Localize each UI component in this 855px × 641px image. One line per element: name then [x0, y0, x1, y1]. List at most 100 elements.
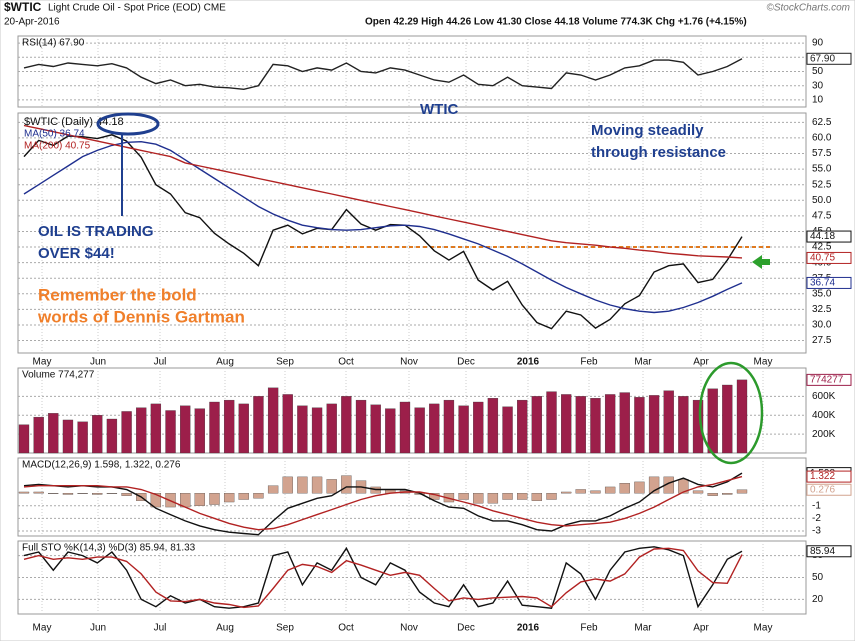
last-value-label: 67.90 [810, 53, 835, 64]
volume-circle [698, 361, 764, 465]
bar [297, 405, 308, 454]
bar [663, 390, 674, 454]
bar [590, 490, 601, 494]
bar [429, 403, 440, 454]
x-tick-label: Apr [693, 357, 709, 368]
y-tick-label: 20 [812, 594, 824, 605]
bar [678, 396, 689, 454]
bar [634, 481, 645, 494]
bar [546, 493, 557, 500]
x-tick-label: Sep [276, 357, 294, 368]
bar [238, 493, 249, 500]
bar [399, 401, 411, 454]
bar [341, 396, 352, 454]
y-tick-label: 57.5 [812, 148, 832, 159]
bar [180, 405, 191, 454]
bar [722, 493, 733, 495]
last-value-label: 40.75 [810, 253, 835, 264]
bar [121, 411, 132, 454]
bar [326, 479, 337, 494]
bar [370, 404, 381, 454]
bar [604, 394, 616, 454]
bar [341, 475, 352, 494]
bar [282, 394, 293, 454]
panel-title: Full STO %K(14,3) %D(3) 85.94, 81.33 [22, 543, 196, 554]
x-tick-label: Nov [400, 623, 418, 634]
last-value-box [806, 52, 852, 65]
line [23, 475, 743, 531]
bar [165, 410, 176, 454]
bar [33, 491, 44, 494]
x-tick-label: Feb [580, 623, 598, 634]
x-tick-label: Jun [90, 357, 106, 368]
y-tick-label: 50 [812, 66, 824, 77]
bar [223, 399, 235, 454]
bar [33, 416, 44, 454]
panel-title: Volume 774,277 [22, 370, 95, 381]
annotation: WTIC [420, 101, 458, 118]
bar [62, 419, 74, 454]
bar [18, 424, 30, 454]
bar [355, 399, 367, 454]
bar [385, 408, 396, 454]
x-tick-label: Nov [400, 357, 418, 368]
decorations [96, 112, 770, 465]
bar [736, 379, 748, 454]
bar [502, 406, 513, 454]
y-tick-label: 60.0 [812, 133, 832, 144]
bar [297, 476, 308, 494]
bar [62, 493, 74, 495]
panel-frame [17, 367, 807, 454]
bar [253, 493, 264, 499]
bar [722, 384, 733, 454]
instrument-name: Light Crude Oil - Spot Price (EOD) CME [48, 3, 226, 14]
last-value-label: 44.18 [810, 231, 835, 242]
annotation: OVER $44! [38, 245, 115, 262]
bar [326, 403, 337, 454]
bar [487, 398, 499, 454]
bar [209, 493, 220, 505]
bar [194, 408, 205, 454]
annotation: words of Dennis Gartman [37, 307, 245, 326]
bar [473, 401, 484, 454]
date: 20-Apr-2016 [4, 17, 60, 28]
y-tick-label: -3 [812, 526, 821, 537]
panel: 62.560.057.555.052.550.047.545.042.540.0… [17, 112, 852, 354]
bar [487, 493, 499, 504]
y-tick-label: 50 [812, 572, 824, 583]
x-tick-label: Dec [457, 357, 475, 368]
y-tick-label: 200K [812, 429, 836, 440]
bar [692, 490, 704, 494]
bar [678, 479, 689, 494]
bar [707, 388, 718, 454]
bar [458, 493, 469, 500]
x-tick-label: May [754, 623, 773, 634]
bar [707, 493, 718, 496]
x-tick-label: Feb [580, 357, 598, 368]
x-tick-label: Mar [634, 623, 652, 634]
x-tick-label: Aug [216, 357, 234, 368]
annotation: Moving steadily [591, 122, 704, 139]
bar [443, 399, 455, 454]
x-tick-label: Jul [154, 623, 167, 634]
x-tick-label: Aug [216, 623, 234, 634]
line [23, 124, 743, 259]
y-tick-label: 30.0 [812, 320, 832, 331]
x-tick-label: Oct [338, 357, 354, 368]
x-tick-label: Apr [693, 623, 709, 634]
y-tick-label: 47.5 [812, 210, 832, 221]
bar [561, 491, 572, 494]
y-tick-label: 10 [812, 95, 824, 106]
bar [561, 394, 572, 454]
bar [121, 493, 132, 496]
annotation: Remember the bold [38, 285, 197, 304]
bar [634, 397, 645, 454]
line [23, 546, 743, 609]
last-value-box [806, 251, 852, 264]
symbol: $WTIC [4, 0, 42, 14]
x-tick-label: Jul [154, 357, 167, 368]
x-tick-label: 2016 [517, 357, 540, 368]
